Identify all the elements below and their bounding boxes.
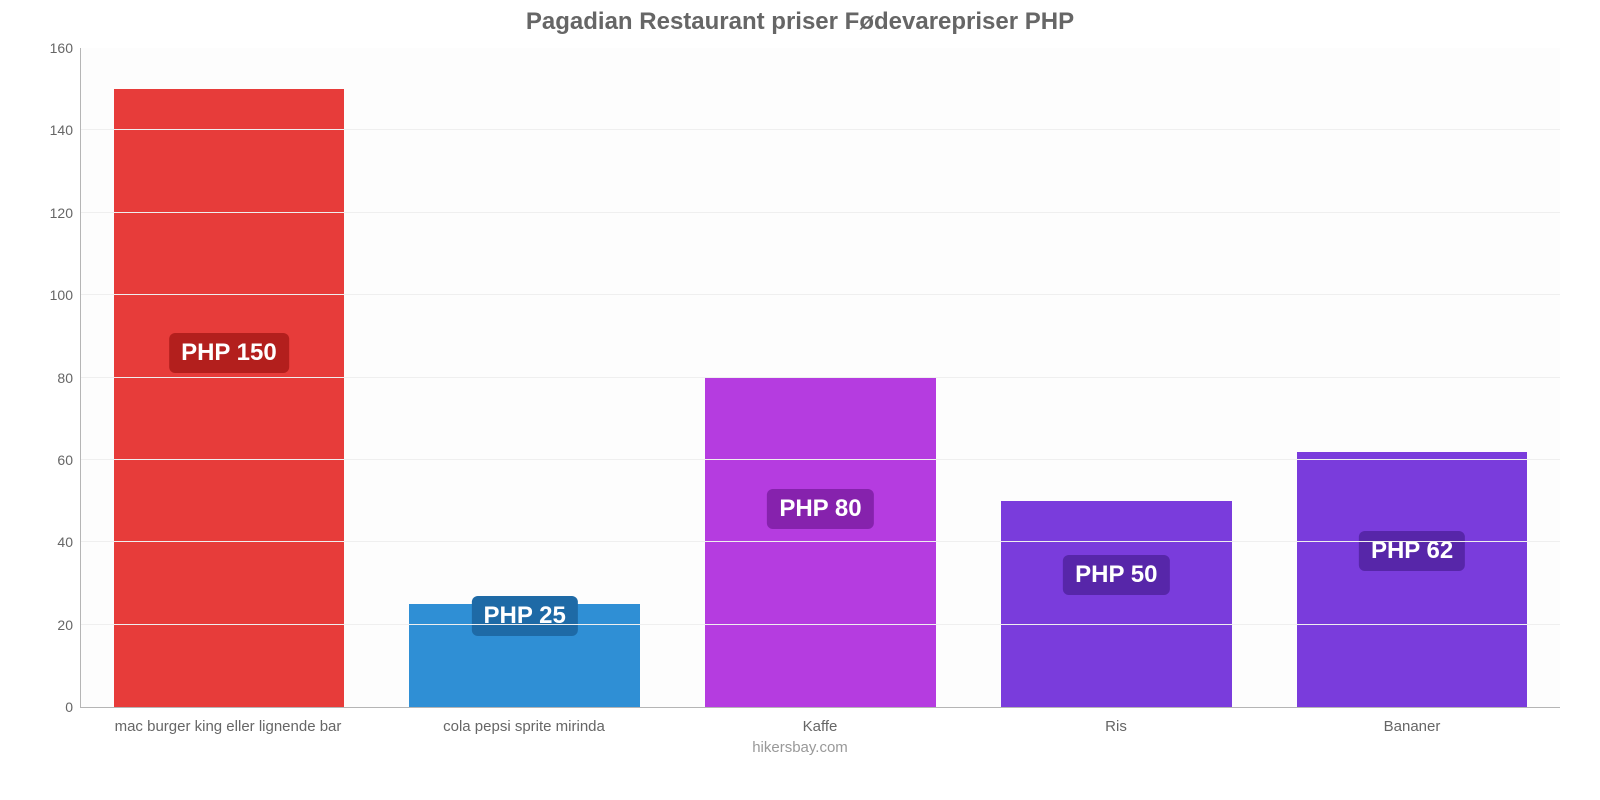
gridline <box>81 541 1560 542</box>
plot-area: PHP 150PHP 25PHP 80PHP 50PHP 62 02040608… <box>80 48 1560 708</box>
plot-inner: PHP 150PHP 25PHP 80PHP 50PHP 62 02040608… <box>80 48 1560 708</box>
bar-slot: PHP 50 <box>968 48 1264 707</box>
bar-slot: PHP 25 <box>377 48 673 707</box>
gridline <box>81 129 1560 130</box>
y-tick-label: 100 <box>50 287 81 303</box>
y-tick-label: 120 <box>50 205 81 221</box>
x-axis-label: cola pepsi sprite mirinda <box>376 718 672 735</box>
y-tick-label: 60 <box>57 452 81 468</box>
y-tick-label: 40 <box>57 534 81 550</box>
y-tick-label: 140 <box>50 122 81 138</box>
chart-footer: hikersbay.com <box>20 739 1580 756</box>
y-tick-label: 160 <box>50 40 81 56</box>
value-badge: PHP 80 <box>767 489 873 529</box>
y-tick-label: 0 <box>65 699 81 715</box>
gridline <box>81 377 1560 378</box>
x-axis-label: Ris <box>968 718 1264 735</box>
bar <box>1001 501 1232 707</box>
gridline <box>81 212 1560 213</box>
value-badge: PHP 150 <box>169 333 289 373</box>
y-tick-label: 20 <box>57 617 81 633</box>
gridline <box>81 624 1560 625</box>
bar <box>705 378 936 708</box>
price-chart: Pagadian Restaurant priser Fødevareprise… <box>0 0 1600 800</box>
gridline <box>81 459 1560 460</box>
x-axis-label: Bananer <box>1264 718 1560 735</box>
y-tick-label: 80 <box>57 370 81 386</box>
x-axis-label: mac burger king eller lignende bar <box>80 718 376 735</box>
bar-slot: PHP 62 <box>1264 48 1560 707</box>
bar-slot: PHP 80 <box>673 48 969 707</box>
bar <box>1297 452 1528 707</box>
value-badge: PHP 62 <box>1359 531 1465 571</box>
value-badge: PHP 50 <box>1063 555 1169 595</box>
bar-slot: PHP 150 <box>81 48 377 707</box>
bars-container: PHP 150 PHP 25 PHP 80 PHP 50 PHP 62 <box>81 48 1560 707</box>
gridline <box>81 294 1560 295</box>
x-axis-label: Kaffe <box>672 718 968 735</box>
value-badge: PHP 25 <box>472 596 578 636</box>
bar <box>114 89 345 707</box>
x-axis-labels: mac burger king eller lignende barcola p… <box>80 718 1560 735</box>
chart-title: Pagadian Restaurant priser Fødevareprise… <box>20 8 1580 36</box>
